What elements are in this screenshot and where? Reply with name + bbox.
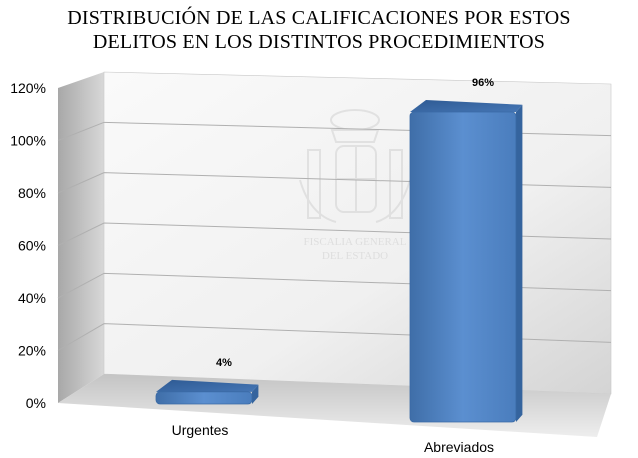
y-tick-label: 20%: [18, 343, 46, 359]
watermark-line-2: DEL ESTADO: [322, 250, 388, 262]
y-tick-label: 120%: [10, 80, 46, 96]
watermark-line-1: FISCALIA GENERAL: [304, 236, 407, 248]
y-tick-label: 0%: [26, 395, 46, 411]
coat-of-arms-icon: [299, 109, 411, 223]
left-wall: [58, 72, 104, 403]
back-wall: [103, 71, 612, 395]
bar-front: [155, 391, 253, 405]
bar-side: [516, 104, 523, 423]
chart-title-line-1: DISTRIBUCIÓN DE LAS CALIFICACIONES POR E…: [67, 7, 571, 29]
chart-title: DISTRIBUCIÓN DE LAS CALIFICACIONES POR E…: [0, 6, 638, 54]
data-labels: 4% 96%: [216, 77, 494, 369]
chart-title-line-2: DELITOS EN LOS DISTINTOS PROCEDIMIENTOS: [92, 31, 546, 53]
data-label: 96%: [472, 77, 494, 89]
y-tick-label: 80%: [18, 185, 46, 201]
category-labels: Urgentes Abreviados: [172, 422, 494, 455]
bar-front: [409, 111, 517, 423]
y-axis-ticks: 0% 20% 40% 60% 80% 100% 120%: [10, 80, 46, 411]
y-tick-label: 100%: [10, 133, 46, 149]
bars: [155, 100, 523, 423]
y-tick-label: 60%: [18, 238, 46, 254]
bar-top: [410, 100, 523, 112]
bar-side: [252, 384, 259, 404]
bar-abreviados: [409, 100, 523, 423]
bar-top: [156, 379, 259, 392]
data-label: 4%: [216, 357, 232, 369]
y-tick-label: 40%: [18, 290, 46, 306]
category-label: Urgentes: [172, 422, 229, 438]
watermark: FISCALIA GENERAL DEL ESTADO: [299, 109, 411, 262]
bar-urgentes: [155, 379, 259, 405]
category-label: Abreviados: [424, 439, 494, 455]
